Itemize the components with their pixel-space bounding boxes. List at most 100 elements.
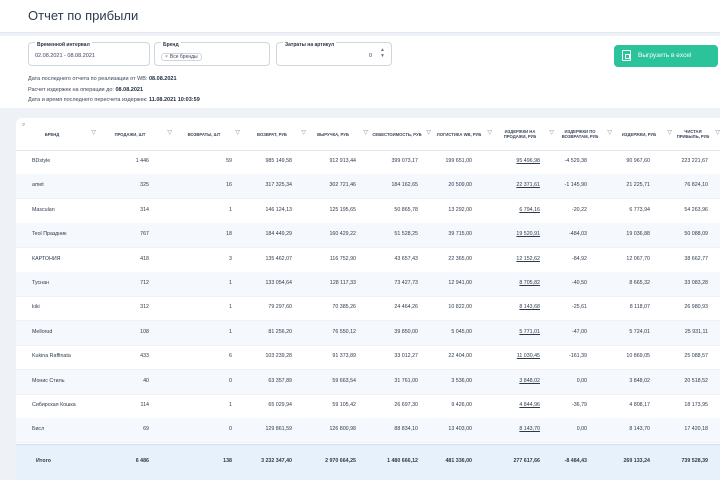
value-cell: 39 715,00 xyxy=(448,231,472,238)
value-cell: 767 xyxy=(140,231,149,238)
filter-icon[interactable]: ▽ xyxy=(426,130,431,136)
value-cell[interactable]: 6 794,16 xyxy=(519,206,540,213)
search-icon[interactable]: ⌕ xyxy=(22,122,26,128)
filter-icon[interactable]: ▽ xyxy=(91,130,96,136)
table-row[interactable]: Masculan 314 1 146 124,13 125 195,65 50 865,7… xyxy=(16,199,720,224)
remove-tag-icon[interactable]: × xyxy=(165,54,168,60)
info-line-1-value: 08.08.2021 xyxy=(149,76,177,82)
value-cell: 81 256,20 xyxy=(268,328,292,335)
value-cell: 4 808,17 xyxy=(629,402,650,408)
value-cell: 25 931,11 xyxy=(684,328,708,335)
value-cell: 128 117,33 xyxy=(329,280,356,286)
column-header-3[interactable]: ВОЗВРАТ, РУБ ▽ xyxy=(246,124,306,144)
column-header-2[interactable]: ВОЗВРАТЫ, ШТ ▽ xyxy=(176,124,240,144)
brand-tag-label: Все бренды xyxy=(169,54,198,60)
value-cell: 59 663,54 xyxy=(332,377,356,384)
brand-cell: Итого xyxy=(36,458,51,464)
value-cell[interactable]: 22 371,61 xyxy=(516,182,540,189)
value-cell: 22 365,00 xyxy=(448,255,472,262)
filter-icon[interactable]: ▽ xyxy=(363,130,368,136)
value-cell: 76 824,10 xyxy=(684,182,708,189)
value-cell: 54 263,96 xyxy=(684,206,708,213)
filter-icon[interactable]: ▽ xyxy=(235,130,240,136)
value-cell: 199 651,00 xyxy=(445,158,472,164)
value-cell: 9 426,00 xyxy=(451,402,472,408)
value-cell: 8 118,07 xyxy=(629,304,650,311)
value-cell: 18 173,95 xyxy=(684,402,708,408)
column-header-label: ВОЗВРАТЫ, ШТ xyxy=(187,131,221,137)
filter-icon[interactable]: ▽ xyxy=(167,130,172,136)
table-row[interactable]: Mellorud 108 1 81 256,20 76 550,12 39 850,00 5… xyxy=(16,320,720,346)
profit-table: ⌕ БРЕНД ▽ ПРОДАЖИ, ШТ ▽ ВОЗВРАТЫ, ШТ ▽ ВОЗВРАТ… xyxy=(16,118,720,480)
value-cell: 5 045,00 xyxy=(451,328,472,335)
table-row[interactable]: amet 325 16 317 325,34 302 721,46 184 162,65 2… xyxy=(16,174,720,200)
value-cell: 125 195,65 xyxy=(329,206,356,213)
filter-icon[interactable]: ▽ xyxy=(667,130,672,136)
table-row[interactable]: КАРТОНИЯ 418 3 135 462,07 116 752,90 43 657,4… xyxy=(16,248,720,273)
value-cell: 24 464,26 xyxy=(394,304,418,311)
table-row[interactable]: Teol Праздник 767 18 184 449,29 160 429,22 51… xyxy=(16,223,720,249)
value-cell: 10 869,05 xyxy=(626,353,650,360)
totals-row: Итого 6 486 138 3 232 347,40 2 970 664,25 1 4… xyxy=(16,444,720,480)
value-cell: -36,79 xyxy=(571,402,587,408)
table-row[interactable]: Бисл 69 0 129 861,59 126 800,98 88 834,10 13 4… xyxy=(16,418,720,444)
value-cell: 433 xyxy=(140,353,149,360)
column-header-0[interactable]: БРЕНД ▽ xyxy=(16,124,96,144)
column-header-label: ИЗДЕРЖКИ, РУБ xyxy=(621,131,657,137)
export-excel-button[interactable]: Выгрузить в excel xyxy=(614,45,718,67)
article-field[interactable]: Затраты на артикул 0 ▲ ▼ xyxy=(276,42,392,66)
column-header-1[interactable]: ПРОДАЖИ, ШТ ▽ xyxy=(96,124,172,144)
brand-tag[interactable]: × Все бренды xyxy=(161,53,202,61)
brand-field[interactable]: Бренд × Все бренды xyxy=(154,42,270,66)
value-cell[interactable]: 19 520,91 xyxy=(516,231,540,238)
filter-icon[interactable]: ▽ xyxy=(607,130,612,136)
table-row[interactable]: Kukina Raffinata 433 6 103 239,28 91 373,89 3… xyxy=(16,345,720,371)
value-cell[interactable]: 4 844,96 xyxy=(519,402,540,408)
value-cell: 1 446 xyxy=(135,158,149,164)
filter-icon[interactable]: ▽ xyxy=(301,130,306,136)
value-cell: 33 083,28 xyxy=(684,280,708,286)
value-cell: -84,92 xyxy=(571,255,587,262)
value-cell: 6 xyxy=(229,353,232,360)
value-cell[interactable]: 12 152,62 xyxy=(516,255,540,262)
value-cell: 114 xyxy=(140,402,149,408)
column-header-6[interactable]: ЛОГИСТИКА WB, РУБ ▽ xyxy=(434,124,492,144)
filter-icon[interactable]: ▽ xyxy=(715,130,720,136)
value-cell: 223 221,67 xyxy=(681,158,708,164)
value-cell: 88 834,10 xyxy=(394,426,418,433)
column-header-8[interactable]: ИЗДЕРЖКИ ПО ВОЗВРАТАМ, РУБ ▽ xyxy=(556,124,612,144)
value-cell: 1 xyxy=(229,280,232,286)
filters-panel: Временной интервал 02.08.2021 - 08.08.20… xyxy=(0,36,720,108)
table-row[interactable]: BDstyle 1 446 59 985 149,58 912 913,44 399 07… xyxy=(16,150,720,175)
column-header-10[interactable]: ЧИСТАЯ ПРИБЫЛЬ, РУБ ▽ xyxy=(674,124,720,144)
filter-icon[interactable]: ▽ xyxy=(549,130,554,136)
value-cell[interactable]: 5 771,01 xyxy=(519,328,540,335)
period-field[interactable]: Временной интервал 02.08.2021 - 08.08.20… xyxy=(28,42,150,66)
column-header-7[interactable]: ИЗДЕРЖКИ НА ПРОДАЖИ, РУБ ▽ xyxy=(494,124,554,144)
value-cell: 184 449,29 xyxy=(265,231,292,238)
value-cell[interactable]: 8 143,70 xyxy=(519,426,540,433)
table-row[interactable]: Сибирская Кошка 114 1 65 029,94 59 105,42 26 … xyxy=(16,394,720,419)
table-row[interactable]: Туснан 712 1 133 054,64 128 117,33 73 427,73 1… xyxy=(16,272,720,297)
page-title: Отчет по прибыли xyxy=(28,8,139,23)
stepper-icon[interactable]: ▲ ▼ xyxy=(380,47,385,59)
table-row[interactable]: kiki 312 1 79 297,60 70 385,26 24 464,26 10 82… xyxy=(16,296,720,322)
value-cell[interactable]: 95 496,98 xyxy=(516,158,540,164)
column-header-9[interactable]: ИЗДЕРЖКИ, РУБ ▽ xyxy=(614,124,672,144)
brand-cell: amet xyxy=(32,182,44,189)
value-cell[interactable]: 8 705,82 xyxy=(519,280,540,286)
value-cell[interactable]: 8 143,68 xyxy=(519,304,540,311)
value-cell: 3 848,02 xyxy=(629,377,650,384)
page-header: Отчет по прибыли xyxy=(0,0,720,33)
brand-cell: КАРТОНИЯ xyxy=(32,255,61,262)
value-cell: 277 617,66 xyxy=(513,458,540,464)
brand-cell: Монис Стиль xyxy=(32,377,65,384)
column-header-5[interactable]: СЕБЕСТОИМОСТЬ, РУБ ▽ xyxy=(371,124,431,144)
value-cell[interactable]: 11 030,45 xyxy=(516,353,540,360)
value-cell: 985 149,58 xyxy=(265,158,292,164)
period-label: Временной интервал xyxy=(35,42,92,48)
filter-icon[interactable]: ▽ xyxy=(487,130,492,136)
table-row[interactable]: Монис Стиль 40 0 63 357,89 59 663,54 31 761,0… xyxy=(16,369,720,395)
column-header-4[interactable]: ВЫРУЧКА, РУБ ▽ xyxy=(306,124,368,144)
value-cell[interactable]: 3 848,02 xyxy=(519,377,540,384)
